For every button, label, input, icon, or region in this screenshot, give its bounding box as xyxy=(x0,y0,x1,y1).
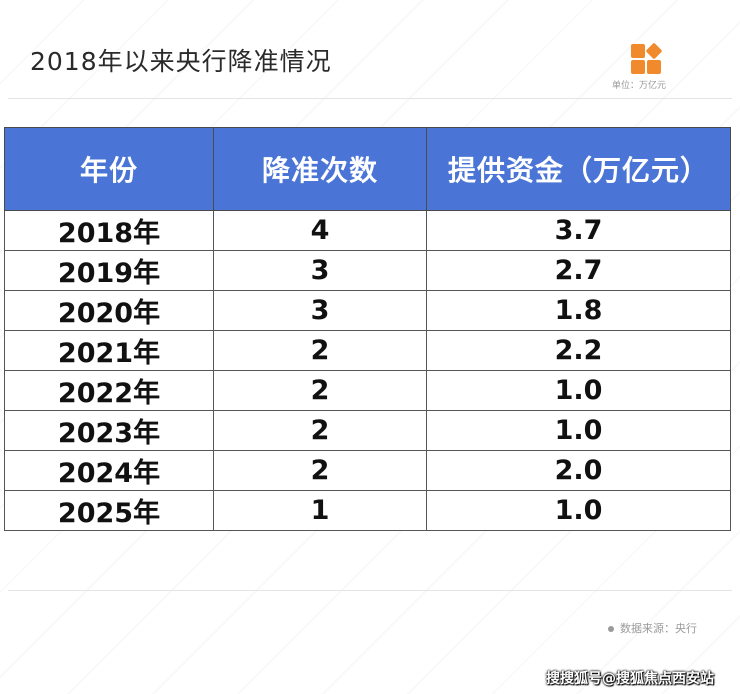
table-row: 2025年 1 1.0 xyxy=(4,490,731,531)
cell-funds: 1.8 xyxy=(426,290,731,331)
table-row: 2019年 3 2.7 xyxy=(4,250,731,291)
cell-cut-count: 1 xyxy=(213,490,427,531)
table-row: 2020年 3 1.8 xyxy=(4,290,731,331)
cell-funds: 3.7 xyxy=(426,210,731,251)
table-row: 2021年 2 2.2 xyxy=(4,330,731,371)
table-header-row: 年份 降准次数 提供资金（万亿元） xyxy=(4,127,731,211)
table-row: 2018年 4 3.7 xyxy=(4,210,731,251)
cell-year: 2024年 xyxy=(4,450,214,491)
brand-logo-icon xyxy=(629,42,663,76)
cell-year: 2021年 xyxy=(4,330,214,371)
cell-cut-count: 2 xyxy=(213,330,427,371)
cell-cut-count: 3 xyxy=(213,250,427,291)
unit-label: 单位：万亿元 xyxy=(612,81,667,91)
header-cut-count: 降准次数 xyxy=(213,127,427,211)
page-title: 2018年以来央行降准情况 xyxy=(30,47,332,76)
source-note: 数据来源：央行 xyxy=(608,620,697,636)
cell-cut-count: 4 xyxy=(213,210,427,251)
cell-funds: 1.0 xyxy=(426,490,731,531)
top-divider xyxy=(8,98,732,99)
bottom-divider xyxy=(8,590,732,591)
cell-funds: 2.2 xyxy=(426,330,731,371)
cell-year: 2025年 xyxy=(4,490,214,531)
data-table: 年份 降准次数 提供资金（万亿元） 2018年 4 3.7 2019年 3 2.… xyxy=(4,127,731,531)
cell-year: 2018年 xyxy=(4,210,214,251)
header-year: 年份 xyxy=(4,127,214,211)
table-row: 2024年 2 2.0 xyxy=(4,450,731,491)
cell-cut-count: 2 xyxy=(213,410,427,451)
cell-year: 2022年 xyxy=(4,370,214,411)
cell-funds: 1.0 xyxy=(426,370,731,411)
cell-year: 2020年 xyxy=(4,290,214,331)
cell-year: 2023年 xyxy=(4,410,214,451)
cell-funds: 2.7 xyxy=(426,250,731,291)
cell-cut-count: 2 xyxy=(213,450,427,491)
cell-funds: 1.0 xyxy=(426,410,731,451)
cell-cut-count: 2 xyxy=(213,370,427,411)
table-row: 2022年 2 1.0 xyxy=(4,370,731,411)
header-funds: 提供资金（万亿元） xyxy=(426,127,731,211)
cell-funds: 2.0 xyxy=(426,450,731,491)
footer-watermark: 搜搜狐号@搜狐焦点西安站 xyxy=(546,671,714,687)
cell-year: 2019年 xyxy=(4,250,214,291)
bullet-dot-icon xyxy=(608,626,614,632)
source-text: 数据来源：央行 xyxy=(620,622,697,635)
table-row: 2023年 2 1.0 xyxy=(4,410,731,451)
cell-cut-count: 3 xyxy=(213,290,427,331)
